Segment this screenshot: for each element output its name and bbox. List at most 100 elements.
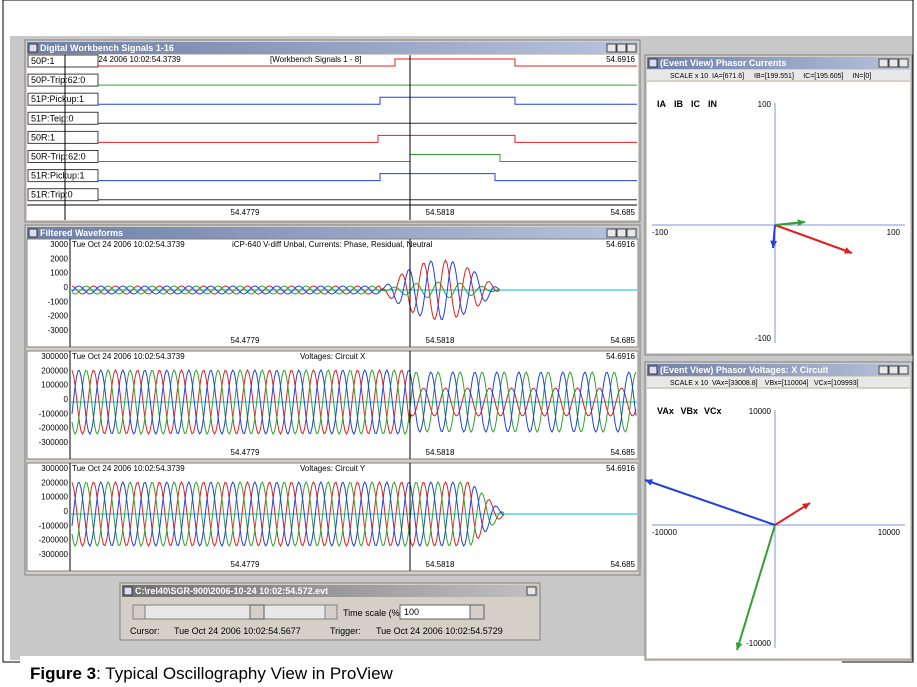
scale-label: SCALE x 10 — [670, 380, 708, 387]
signal-label: 51P:Pickup:1 — [31, 94, 84, 104]
arrow-head — [844, 247, 852, 254]
dropdown-button[interactable] — [469, 604, 485, 620]
caption: Figure 3: Typical Oscillography View in … — [30, 664, 394, 683]
window-title: (Event View) Phasor Currents — [660, 58, 786, 68]
y-tick-label: 300000 — [41, 464, 68, 473]
scroll-track[interactable] — [132, 604, 338, 620]
window-button[interactable] — [616, 228, 627, 238]
time-label: 54.4779 — [231, 208, 260, 217]
window-button[interactable] — [626, 228, 637, 238]
window-icon — [28, 228, 38, 238]
signal-label: 51R:Trip:0 — [31, 190, 73, 200]
reading: IA=[671.6] — [712, 73, 744, 80]
input-value: 100 — [404, 607, 419, 617]
scroll-right[interactable] — [324, 604, 338, 620]
time-label: 54.5818 — [426, 448, 455, 457]
y-tick-label: -2000 — [48, 312, 69, 321]
window-button[interactable] — [888, 365, 899, 375]
reading: VAx=[33008.8] — [712, 380, 758, 387]
reading: IC=[195.605] — [803, 73, 843, 80]
axis-label: 10000 — [878, 528, 901, 537]
y-tick-label: -300000 — [39, 550, 69, 559]
legend-entry: VAx — [657, 406, 674, 416]
axis-label: 100 — [887, 228, 901, 237]
timestamp: Tue Oct 24 2006 10:02:54.3739 — [68, 55, 181, 64]
time-label: 54.5818 — [426, 336, 455, 345]
axis-label: 10000 — [749, 407, 772, 416]
window-button[interactable] — [898, 365, 909, 375]
signal-label-box — [27, 111, 99, 125]
signal-label-box — [27, 169, 99, 183]
label: Cursor: — [130, 626, 160, 636]
timestamp: Tue Oct 24 2006 10:02:54.3739 — [72, 240, 185, 249]
signal-label-box — [27, 54, 99, 68]
waveform — [71, 480, 505, 548]
panel-title: Voltages: Circuit Y — [300, 464, 366, 473]
plot-area — [647, 82, 910, 353]
window-button[interactable] — [878, 58, 889, 68]
scale-bar — [647, 70, 910, 80]
window-title: Digital Workbench Signals 1-16 — [40, 43, 174, 53]
window-button[interactable] — [898, 58, 909, 68]
waveform — [71, 368, 637, 436]
y-tick-label: -3000 — [48, 326, 69, 335]
arrow-head — [802, 503, 810, 510]
signal-label-box — [27, 73, 99, 87]
title-bar — [27, 42, 638, 54]
legend-entry: VCx — [704, 406, 722, 416]
subtitle: [Workbench Signals 1 - 8] — [270, 55, 361, 64]
reading: VCx=[109993] — [814, 380, 859, 387]
time-label: 54.685 — [611, 336, 636, 345]
waveform — [71, 281, 500, 299]
signal-label-box — [27, 92, 99, 106]
cursor-time: Tue Oct 24 2006 10:02:54.5677 — [174, 626, 301, 636]
scale-bar — [647, 377, 910, 387]
axis-label: -100 — [755, 334, 772, 343]
waveform — [71, 368, 637, 436]
signal-label: 50P:1 — [31, 56, 55, 66]
title-bar — [27, 227, 638, 239]
legend-entry: IC — [691, 99, 701, 109]
phasor-arrow — [644, 479, 776, 526]
window-button[interactable] — [526, 586, 537, 596]
signal-label: 50R-Trip:62:0 — [31, 152, 86, 162]
window-button[interactable] — [626, 43, 637, 53]
panel-title: Voltages: Circuit X — [300, 352, 366, 361]
y-tick-label: 3000 — [50, 240, 68, 249]
window-button[interactable] — [888, 58, 899, 68]
end-time: 54.6916 — [606, 55, 635, 64]
time-label: 54.685 — [611, 448, 636, 457]
window-button[interactable] — [616, 43, 627, 53]
title-bar — [647, 364, 910, 376]
arrow-head — [645, 479, 653, 486]
window-button[interactable] — [606, 228, 617, 238]
panel — [26, 238, 639, 348]
scroll-thumb[interactable] — [249, 604, 265, 620]
caption-label: Figure 3 — [30, 664, 96, 683]
window-button[interactable] — [606, 43, 617, 53]
window-button[interactable] — [878, 365, 889, 375]
time-label: 54.4779 — [231, 336, 260, 345]
y-tick-label: 0 — [64, 507, 69, 516]
plot-area — [27, 55, 638, 220]
signal-label: 51P:Teip:0 — [31, 113, 74, 123]
axis-label: -100 — [652, 228, 669, 237]
caption-text: : Typical Oscillography View in ProView — [96, 664, 393, 683]
signal-label: 50P-Trip:62:0 — [31, 75, 85, 85]
y-tick-label: 1000 — [50, 269, 68, 278]
end-time: 54.6916 — [606, 240, 635, 249]
time-label: 54.5818 — [426, 208, 455, 217]
window-title: C:\rel40\SGR-900\2006-10-24 10:02:54.572… — [135, 586, 328, 596]
scroll-left[interactable] — [132, 604, 146, 620]
y-tick-label: 0 — [64, 395, 69, 404]
y-tick-label: -200000 — [39, 424, 69, 433]
reading: VBx=[110004] — [765, 380, 809, 387]
waveform — [71, 480, 505, 548]
signal-label-box — [27, 188, 99, 202]
waveform — [71, 260, 500, 320]
axis-label: -10000 — [652, 528, 677, 537]
title-bar — [122, 585, 538, 597]
time-label: 54.4779 — [231, 448, 260, 457]
